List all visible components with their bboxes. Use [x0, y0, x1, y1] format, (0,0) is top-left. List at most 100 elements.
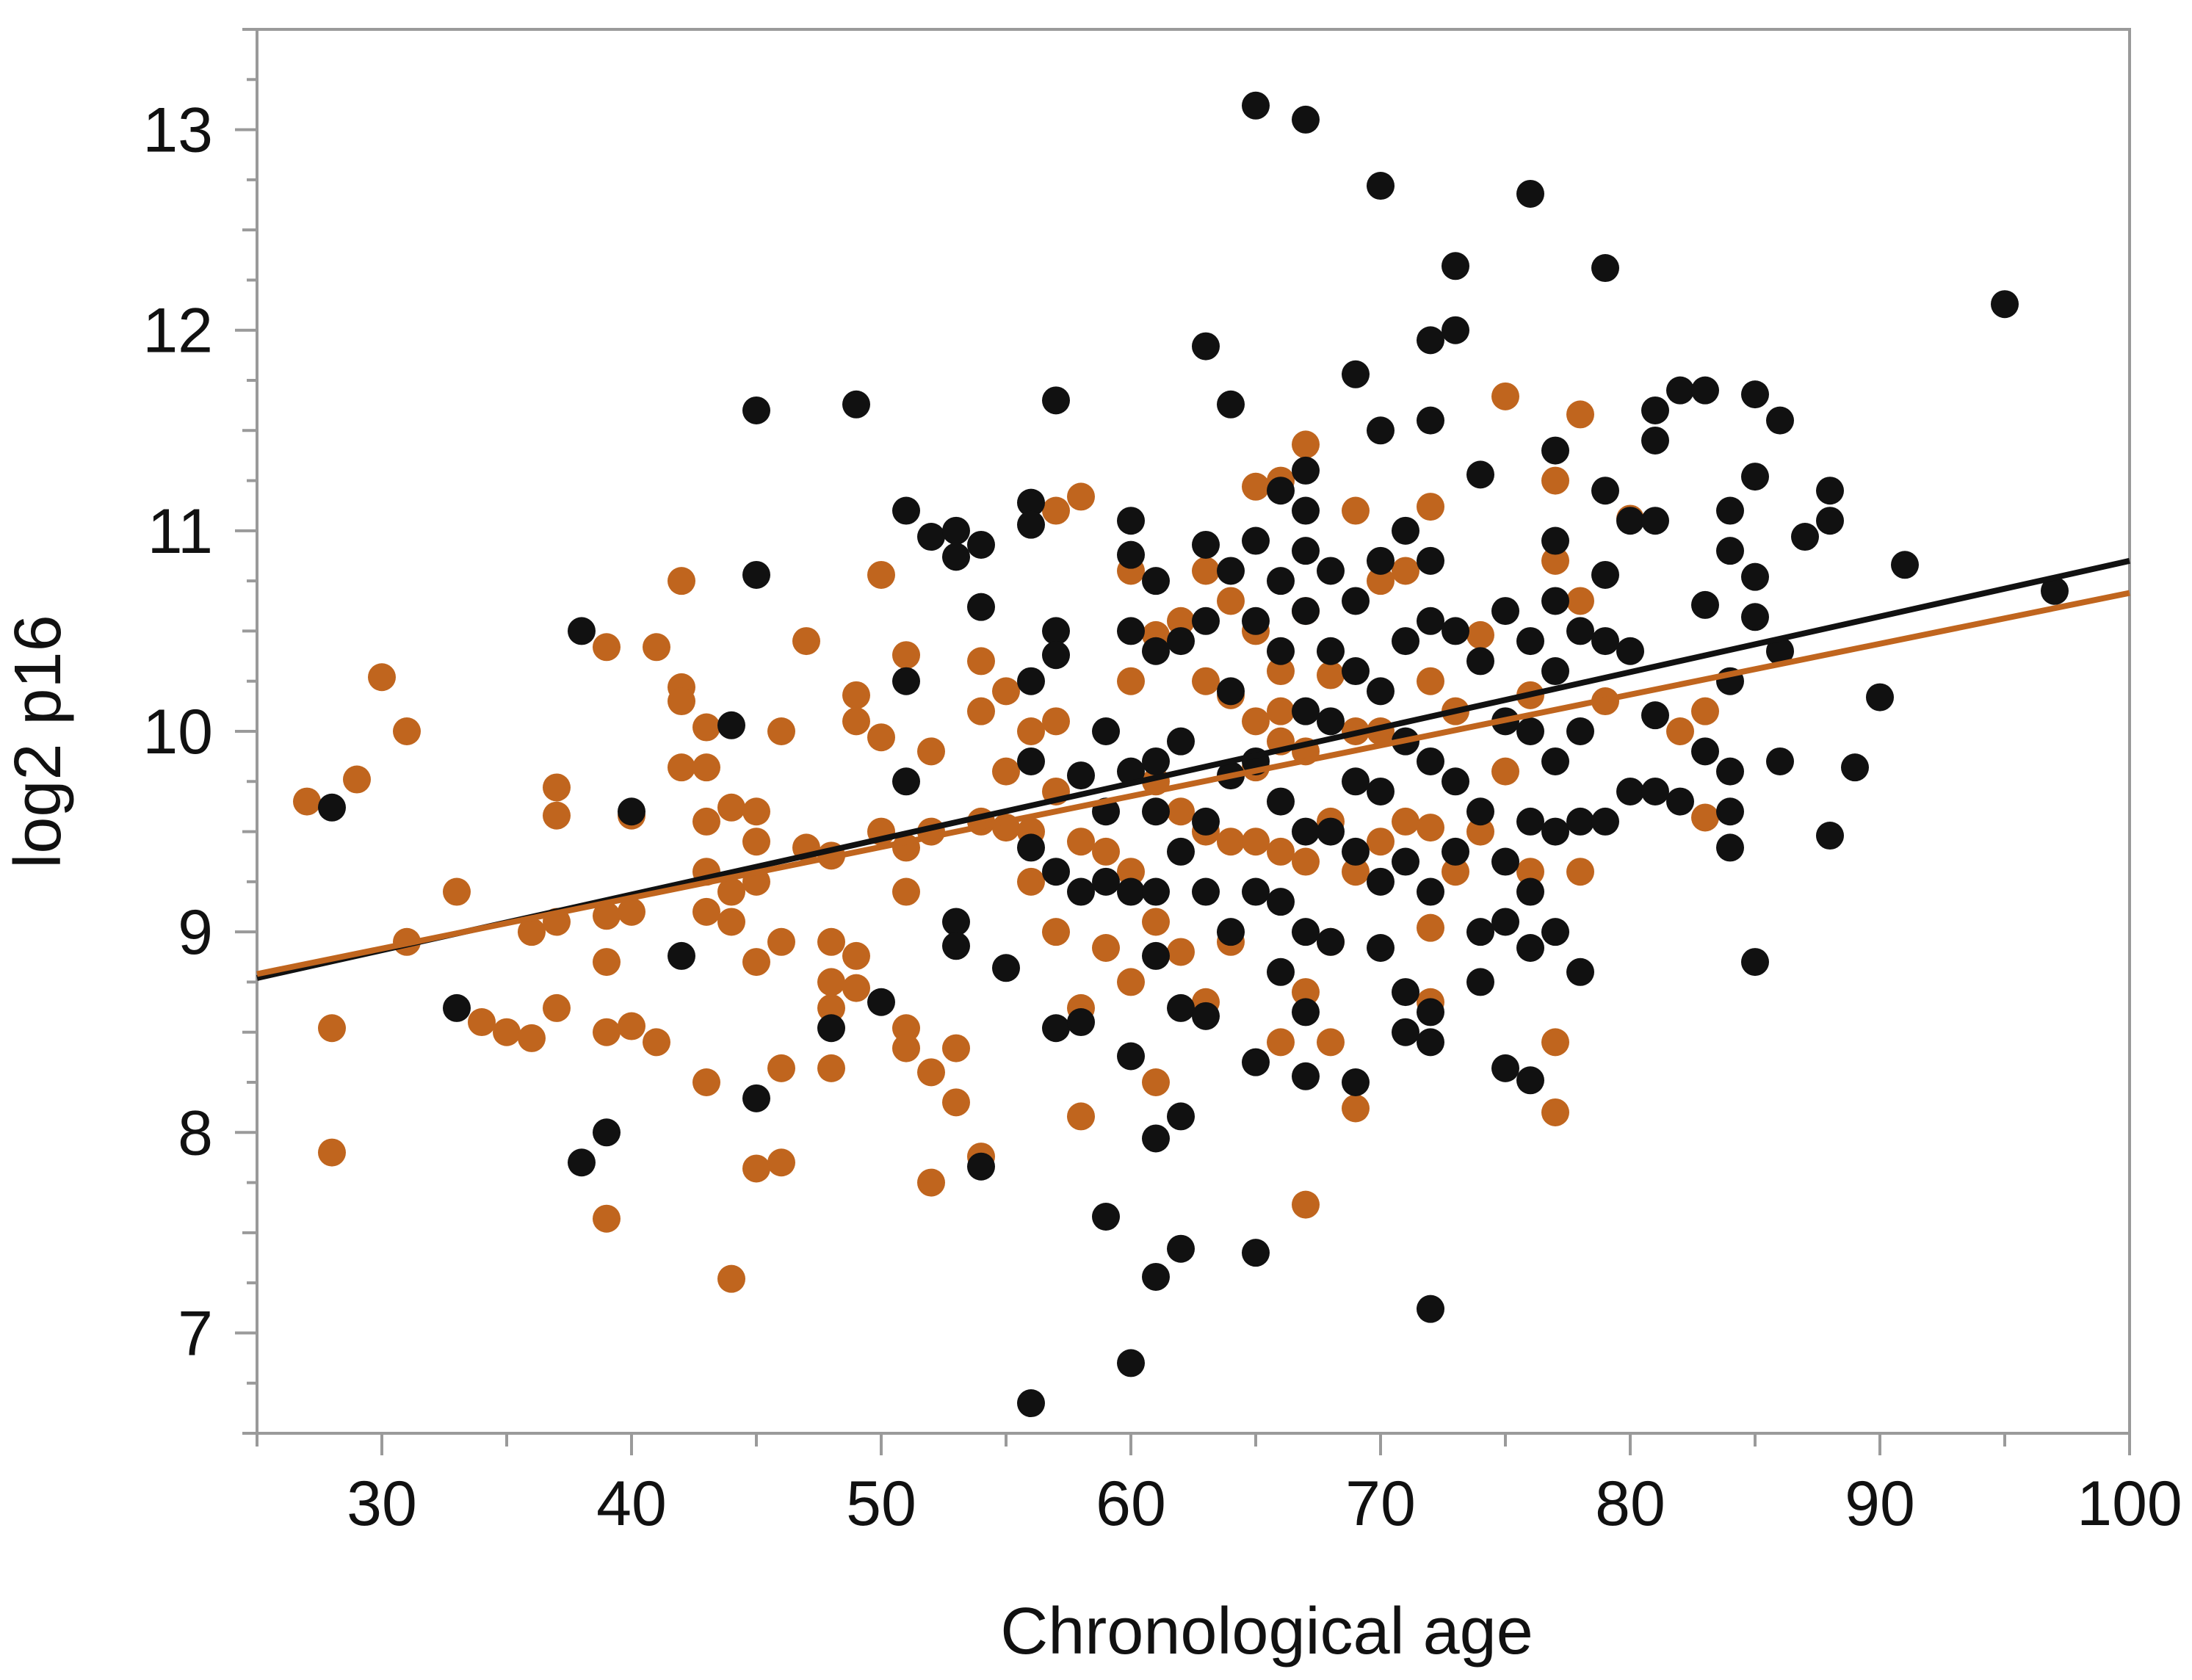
- data-point: [1491, 597, 1519, 626]
- data-point: [717, 793, 745, 822]
- data-point: [1192, 667, 1220, 695]
- x-tick-label: 50: [846, 1469, 916, 1539]
- data-point: [1367, 867, 1395, 896]
- data-point: [1367, 546, 1395, 575]
- data-point: [1791, 523, 1819, 551]
- data-point: [1267, 787, 1295, 816]
- data-point: [1541, 526, 1569, 555]
- x-tick-label: 90: [1845, 1469, 1915, 1539]
- data-point: [1017, 747, 1045, 775]
- data-point: [942, 543, 970, 571]
- data-point: [842, 974, 870, 1002]
- x-tick-label: 60: [1096, 1469, 1166, 1539]
- data-point: [992, 677, 1020, 706]
- data-point: [1267, 1028, 1295, 1057]
- data-point: [1716, 496, 1744, 525]
- data-point: [742, 396, 770, 424]
- data-point: [1417, 1295, 1444, 1323]
- data-point: [1716, 537, 1744, 565]
- data-point: [742, 828, 770, 856]
- data-point: [1242, 526, 1270, 555]
- data-point: [468, 1008, 496, 1037]
- data-point: [692, 1068, 720, 1096]
- data-point: [892, 767, 920, 796]
- data-point: [1417, 326, 1444, 355]
- data-point: [1092, 1203, 1120, 1231]
- data-point: [867, 560, 895, 589]
- x-tick-label: 80: [1595, 1469, 1665, 1539]
- data-point: [318, 793, 346, 822]
- data-point: [1117, 968, 1145, 996]
- data-point: [1042, 1014, 1070, 1043]
- data-point: [1017, 488, 1045, 517]
- data-point: [1866, 683, 1894, 712]
- data-point: [1142, 877, 1170, 906]
- data-point: [1142, 908, 1170, 936]
- data-point: [1641, 396, 1669, 424]
- data-point: [767, 1148, 795, 1177]
- data-point: [1042, 641, 1070, 670]
- data-point: [1566, 617, 1594, 645]
- data-point: [1766, 747, 1794, 775]
- data-point: [942, 932, 970, 960]
- data-point: [2041, 576, 2069, 605]
- data-point: [842, 390, 870, 419]
- data-point: [1516, 717, 1544, 745]
- data-point: [1591, 254, 1619, 283]
- data-point: [967, 593, 995, 621]
- data-point: [1017, 1389, 1045, 1418]
- data-point: [1067, 482, 1095, 511]
- x-tick-label: 40: [596, 1469, 667, 1539]
- data-point: [1541, 546, 1569, 575]
- data-point: [1292, 817, 1320, 846]
- data-point: [1741, 603, 1769, 631]
- data-point: [1217, 918, 1245, 946]
- data-point: [1466, 460, 1494, 489]
- data-point: [767, 717, 795, 745]
- y-tick-label: 8: [178, 1098, 213, 1168]
- data-point: [1392, 807, 1419, 836]
- data-point: [543, 993, 571, 1022]
- data-point: [1691, 697, 1719, 725]
- data-point: [668, 567, 695, 595]
- data-point: [1641, 777, 1669, 805]
- data-point: [343, 765, 371, 794]
- data-point: [792, 627, 820, 656]
- data-point: [892, 496, 920, 525]
- data-point: [1716, 833, 1744, 862]
- data-point: [1217, 557, 1245, 585]
- data-point: [1392, 1018, 1419, 1046]
- data-point: [1666, 787, 1694, 816]
- data-point: [1766, 406, 1794, 435]
- data-point: [1242, 91, 1270, 120]
- data-point: [1192, 557, 1220, 585]
- data-point: [1716, 797, 1744, 826]
- data-point: [1242, 1048, 1270, 1076]
- data-point: [1342, 1094, 1370, 1123]
- data-point: [1541, 1028, 1569, 1057]
- data-point: [1317, 927, 1345, 956]
- data-point: [1516, 179, 1544, 208]
- data-point: [1417, 747, 1444, 775]
- data-point: [1042, 918, 1070, 946]
- data-point: [1067, 761, 1095, 790]
- data-point: [1342, 657, 1370, 686]
- data-point: [1541, 587, 1569, 615]
- data-point: [1591, 627, 1619, 656]
- data-point: [1267, 837, 1295, 866]
- data-point: [1217, 828, 1245, 856]
- data-point: [1192, 332, 1220, 361]
- data-point: [942, 516, 970, 545]
- x-tick-label: 100: [2077, 1469, 2182, 1539]
- data-point: [1417, 1028, 1444, 1057]
- data-point: [1167, 797, 1195, 826]
- data-point: [1891, 551, 1919, 579]
- data-point: [1317, 661, 1345, 689]
- data-point: [543, 801, 571, 830]
- data-point: [1566, 807, 1594, 836]
- data-point: [593, 1204, 621, 1233]
- data-point: [1491, 908, 1519, 936]
- data-point: [1417, 667, 1444, 695]
- data-point: [892, 641, 920, 670]
